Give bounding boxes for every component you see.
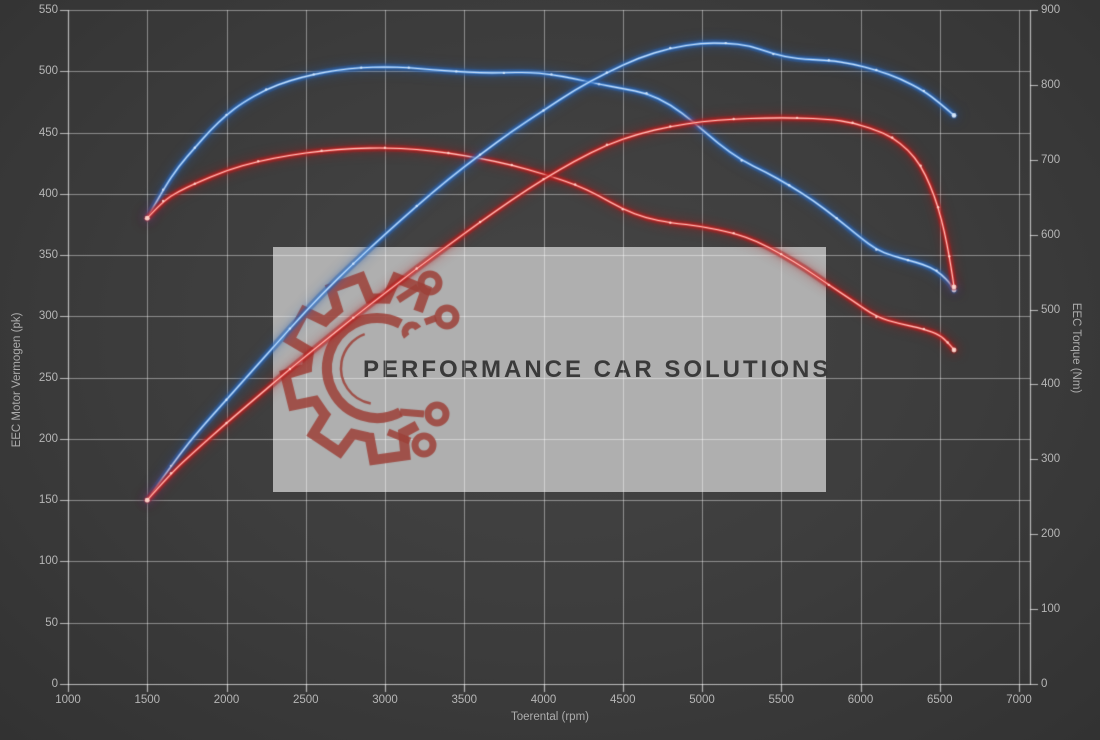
tick-label-right-500: 500 [1041,303,1061,316]
tick-label-left-550: 550 [38,4,58,16]
tick-label-right-400: 400 [1041,378,1061,391]
x-axis-title: Toerental (rpm) [511,711,589,723]
tick-label-right-100: 100 [1041,603,1061,616]
tick-label-right-300: 300 [1041,453,1061,466]
tick-label-left-500: 500 [38,65,58,78]
tick-label-left-50: 50 [45,616,58,629]
tick-label-x-1000: 1000 [55,694,81,706]
tick-label-left-450: 450 [38,126,58,139]
tick-label-left-300: 300 [38,310,58,323]
tick-label-right-900: 900 [1041,4,1061,16]
tick-label-left-0: 0 [51,678,58,690]
tick-label-right-600: 600 [1041,228,1061,241]
tick-label-x-1500: 1500 [134,694,161,706]
tick-label-x-6000: 6000 [847,694,874,706]
y-left-axis-title: EEC Motor Vermogen (pk) [11,312,23,448]
tick-label-x-6500: 6500 [926,694,953,706]
tick-label-left-150: 150 [38,494,58,507]
tick-label-left-100: 100 [38,555,58,568]
tick-label-left-200: 200 [38,432,58,445]
tick-label-x-2500: 2500 [292,694,319,706]
tick-label-x-5000: 5000 [689,694,715,706]
y-right-axis-title: EEC Torque (Nm) [1070,302,1082,394]
tick-label-x-7000: 7000 [1006,694,1032,706]
tick-label-x-5500: 5500 [768,694,795,706]
tick-label-x-4500: 4500 [609,694,636,706]
tick-label-left-350: 350 [38,249,58,262]
tick-label-x-4000: 4000 [530,694,557,706]
tick-label-right-200: 200 [1041,528,1061,541]
tick-label-right-0: 0 [1041,678,1048,690]
tick-label-x-3500: 3500 [451,694,478,706]
tick-label-x-3000: 3000 [372,694,398,706]
tick-label-right-700: 700 [1041,153,1061,166]
tick-label-x-2000: 2000 [213,694,240,706]
tick-label-right-800: 800 [1041,78,1061,91]
tick-label-left-400: 400 [38,187,58,200]
tick-label-left-250: 250 [38,371,58,384]
